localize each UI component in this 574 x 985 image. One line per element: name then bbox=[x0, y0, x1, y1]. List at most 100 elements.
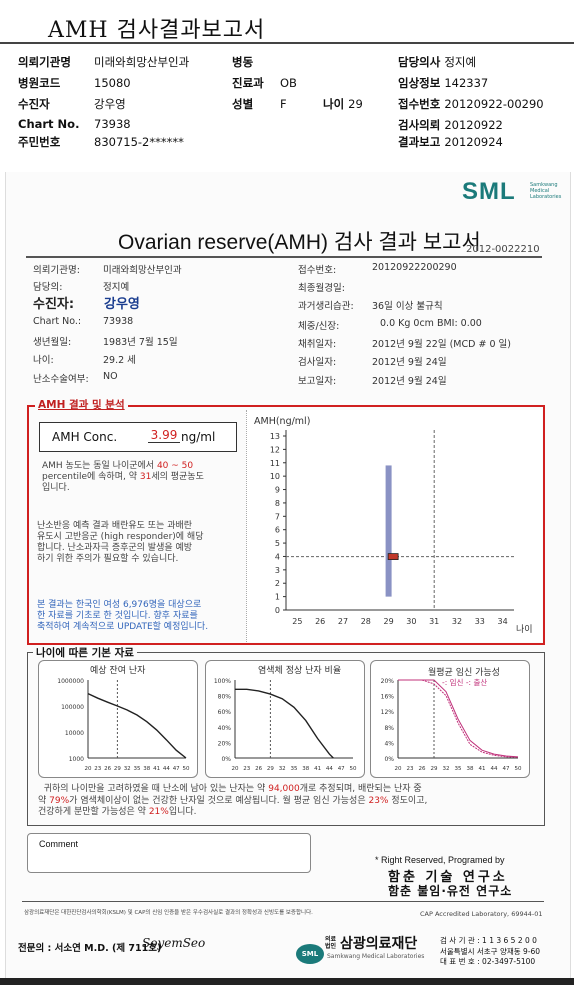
amh-conc-box bbox=[39, 422, 237, 452]
y-tick-label: 80% bbox=[218, 694, 232, 701]
y-tick-label: 3 bbox=[275, 566, 280, 575]
header-field: 검사의뢰 20120922 bbox=[398, 118, 503, 132]
x-tick-label: 26 bbox=[255, 766, 262, 772]
basic-summary-text: 귀하의 나이만을 고려하였을 때 난소에 남아 있는 난자는 약 94,000개… bbox=[38, 784, 428, 817]
doctor-name: 전문의 : 서소연 M.D. (제 711호) bbox=[18, 943, 162, 954]
x-tick-label: 29 bbox=[384, 617, 394, 626]
header-field: 의뢰기관명 미래와희망산부인과 bbox=[18, 55, 190, 69]
org-name-english: Samkwang Medical Laboratories bbox=[327, 953, 425, 960]
amh-conc-value: 3.99 bbox=[148, 428, 180, 443]
x-tick-label: 28 bbox=[361, 617, 371, 626]
x-tick-label: 32 bbox=[443, 766, 450, 772]
chart-legend: -: 임신 -: 출산 bbox=[442, 678, 488, 687]
x-tick-label: 50 bbox=[515, 766, 522, 772]
x-tick-label: 35 bbox=[291, 766, 298, 772]
y-axis-label: AMH(ng/ml) bbox=[254, 416, 310, 427]
y-tick-label: 11 bbox=[270, 459, 280, 468]
org-type-label: 의료법인 bbox=[325, 936, 337, 950]
y-tick-label: 20% bbox=[218, 740, 232, 747]
y-tick-label: 20% bbox=[381, 678, 395, 685]
amh-response-text: 난소반응 예측 결과 배란유도 또는 과배란 유도시 고반응군 (high res… bbox=[37, 521, 204, 564]
x-tick-label: 31 bbox=[429, 617, 439, 626]
y-tick-label: 0% bbox=[221, 756, 231, 763]
chart-title: 월평균 임신 가능성 bbox=[428, 668, 500, 678]
y-tick-label: 0% bbox=[384, 756, 394, 763]
info-row: 최종월경일: bbox=[298, 283, 345, 294]
x-tick-label: 23 bbox=[407, 766, 414, 772]
header-field: 성별 F bbox=[232, 97, 287, 111]
x-tick-label: 38 bbox=[467, 766, 474, 772]
x-tick-label: 26 bbox=[104, 766, 111, 772]
amh-conc-label: AMH Conc. bbox=[52, 430, 118, 444]
x-tick-label: 41 bbox=[314, 766, 321, 772]
y-tick-label: 13 bbox=[270, 432, 280, 441]
x-tick-label: 26 bbox=[419, 766, 426, 772]
x-tick-label: 29 bbox=[431, 766, 438, 772]
x-tick-label: 47 bbox=[173, 766, 180, 772]
cap-accreditation: CAP Accredited Laboratory, 69944-01 bbox=[420, 910, 543, 918]
x-tick-label: 41 bbox=[153, 766, 160, 772]
info-row: 의뢰기관명: 미래와희망산부인과 bbox=[33, 265, 182, 276]
y-tick-label: 100000 bbox=[61, 704, 84, 711]
x-tick-label: 32 bbox=[124, 766, 131, 772]
report-title-divider bbox=[26, 256, 542, 258]
info-row: 체중/신장: 0.0 Kg 0cm BMI: 0.00 bbox=[298, 318, 482, 332]
amh-percentile-text: AMH 농도는 동일 나이군에서 40 ~ 50 percentile에 속하며… bbox=[42, 461, 204, 493]
amh-chart-panel bbox=[246, 410, 542, 642]
y-tick-label: 1000 bbox=[69, 756, 84, 763]
doctor-signature: SoyemSeo bbox=[142, 936, 206, 950]
x-tick-label: 47 bbox=[338, 766, 345, 772]
info-row: 보고일자: 2012년 9월 24일 bbox=[298, 376, 447, 387]
amh-data-note: 본 결과는 한국인 여성 6,976명을 대상으로 한 자료를 기초로 한 것입니… bbox=[37, 600, 209, 632]
header-field: 임상정보 142337 bbox=[398, 76, 489, 90]
header-field: 담당의사 정지예 bbox=[398, 55, 477, 69]
header-field: Chart No. 73938 bbox=[18, 117, 131, 131]
y-tick-label: 12% bbox=[381, 709, 395, 716]
x-tick-label: 20 bbox=[232, 766, 239, 772]
rights-text: * Right Reserved, Programed by bbox=[375, 855, 505, 865]
chart-title: 염색체 정상 난자 비율 bbox=[258, 666, 342, 676]
y-tick-label: 60% bbox=[218, 709, 232, 716]
sml-logo: SML bbox=[462, 178, 516, 205]
y-tick-label: 4 bbox=[275, 552, 280, 561]
header-field: 병동 bbox=[232, 55, 254, 69]
x-tick-label: 29 bbox=[114, 766, 121, 772]
comment-label: Comment bbox=[39, 839, 79, 849]
x-axis-label: 나이 bbox=[516, 624, 533, 635]
info-row: 나이: 29.2 세 bbox=[33, 355, 136, 366]
contact-info: 검 사 기 관 : 1 1 3 6 5 2 0 0 서울특별시 서초구 양재동 9… bbox=[440, 936, 541, 966]
y-tick-label: 40% bbox=[218, 725, 232, 732]
x-tick-label: 32 bbox=[279, 766, 286, 772]
x-tick-label: 47 bbox=[503, 766, 510, 772]
header-field: 병원코드 15080 bbox=[18, 76, 131, 90]
x-tick-label: 25 bbox=[292, 617, 302, 626]
patient-name: 강우영 bbox=[104, 297, 140, 312]
x-tick-label: 20 bbox=[395, 766, 402, 772]
x-tick-label: 33 bbox=[475, 617, 485, 626]
header-age: 나이 29 bbox=[323, 97, 363, 111]
x-tick-label: 23 bbox=[243, 766, 250, 772]
y-tick-label: 0 bbox=[275, 606, 280, 615]
x-tick-label: 38 bbox=[143, 766, 150, 772]
amh-section-title: AMH 결과 및 분석 bbox=[35, 397, 128, 412]
series-line bbox=[87, 692, 187, 759]
y-tick-label: 9 bbox=[275, 486, 280, 495]
y-tick-label: 2 bbox=[275, 579, 280, 588]
y-tick-label: 6 bbox=[275, 526, 280, 535]
x-tick-label: 27 bbox=[338, 617, 348, 626]
y-tick-label: 8 bbox=[275, 499, 280, 508]
institute-name-1: 함춘 기술 연구소 bbox=[388, 870, 508, 885]
x-tick-label: 34 bbox=[498, 617, 508, 626]
y-tick-label: 10 bbox=[270, 472, 280, 481]
header-field: 접수번호 20120922-00290 bbox=[398, 97, 544, 111]
x-tick-label: 38 bbox=[302, 766, 309, 772]
amh-result-section bbox=[27, 405, 545, 645]
y-tick-label: 4% bbox=[384, 740, 394, 747]
info-row: 담당의: 정지예 bbox=[33, 282, 130, 293]
info-row: 접수번호: 20120922200290 bbox=[298, 262, 457, 276]
y-tick-label: 10000 bbox=[65, 730, 84, 737]
x-tick-label: 41 bbox=[479, 766, 486, 772]
x-tick-label: 50 bbox=[350, 766, 357, 772]
